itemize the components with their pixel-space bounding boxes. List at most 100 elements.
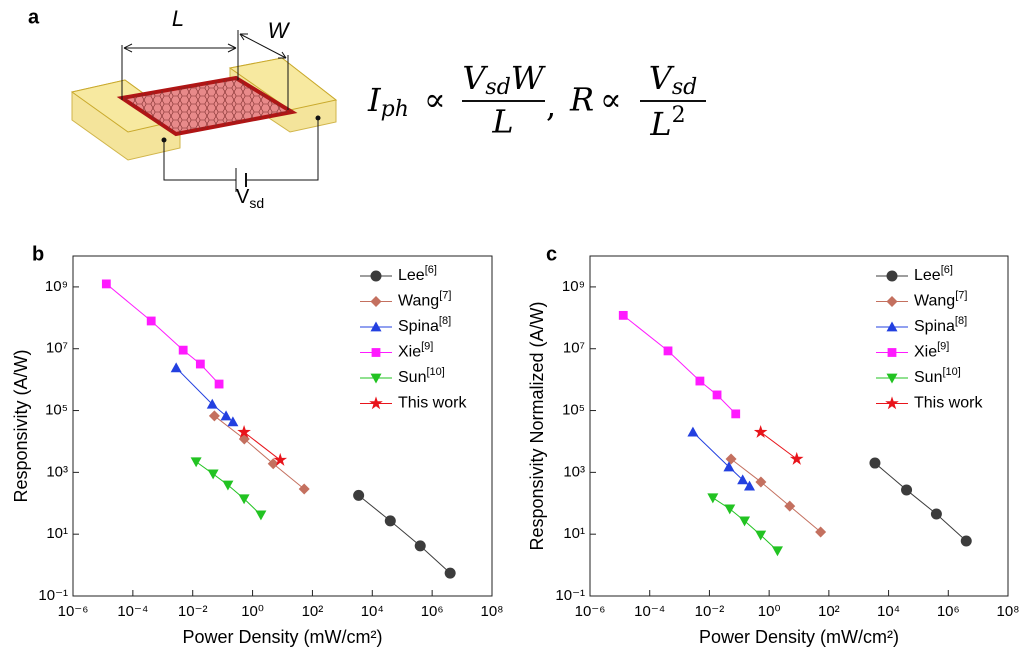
bias-symbol: V xyxy=(236,186,250,208)
data-point xyxy=(255,510,267,521)
series-line xyxy=(730,458,821,533)
eq-symbol: W xyxy=(511,59,547,97)
data-point xyxy=(725,453,737,465)
device-drawing xyxy=(70,30,338,192)
y-tick-label: 10¹ xyxy=(46,525,68,542)
legend-label: Wang[7] xyxy=(398,289,451,309)
length-label: L xyxy=(172,6,184,31)
data-point xyxy=(815,526,827,538)
legend-name: Sun xyxy=(914,369,942,386)
eq-subscript: sd xyxy=(672,75,697,100)
x-tick-label: 10⁴ xyxy=(877,603,900,620)
plot-frame xyxy=(589,255,1009,597)
legend-marker xyxy=(369,396,383,410)
legend-marker xyxy=(886,321,898,332)
eq-prop: ∝ xyxy=(600,81,622,119)
equation: Iph ∝ VsdW L , R ∝ Vsd L2 xyxy=(367,59,706,143)
legend-marker xyxy=(886,270,898,282)
data-point xyxy=(707,493,719,504)
eq-subscript: sd xyxy=(485,75,510,100)
legend-marker xyxy=(887,348,897,357)
panel-label: a xyxy=(28,6,40,28)
bias-label: Vsd xyxy=(236,186,264,210)
y-tick-label: 10⁵ xyxy=(562,402,585,419)
legend-name: Lee xyxy=(398,267,425,284)
legend-name: This work xyxy=(398,395,467,412)
legend-label: This work xyxy=(914,395,983,412)
bias-subscript: sd xyxy=(249,195,264,211)
eq-symbol: I xyxy=(367,81,382,119)
data-point xyxy=(238,494,250,505)
legend-ref: [7] xyxy=(955,289,967,301)
eq-symbol: V xyxy=(462,59,488,97)
data-point xyxy=(869,457,881,469)
legend-ref: [10] xyxy=(942,366,960,378)
x-tick-label: 10⁸ xyxy=(996,603,1019,620)
data-point xyxy=(267,458,279,470)
legend-name: Spina xyxy=(914,318,955,335)
data-point xyxy=(618,310,628,320)
y-axis-label: Responsivity Normalized (A/W) xyxy=(527,301,547,550)
legend-ref: [6] xyxy=(425,264,437,276)
x-tick-label: 10⁰ xyxy=(241,603,264,620)
legend-marker xyxy=(370,321,382,332)
data-point xyxy=(687,426,699,437)
legend-name: Lee xyxy=(914,267,941,284)
legend-label: Spina[8] xyxy=(398,315,451,335)
data-point xyxy=(207,469,219,480)
legend-label: Xie[9] xyxy=(398,340,433,360)
x-tick-label: 10⁻² xyxy=(178,603,208,620)
x-tick-label: 10⁴ xyxy=(361,603,384,620)
data-point xyxy=(753,425,768,438)
panel-label: c xyxy=(546,243,557,265)
legend-name: Xie xyxy=(914,344,937,361)
legend-marker xyxy=(370,270,382,282)
data-point xyxy=(414,540,426,552)
data-point xyxy=(227,416,239,427)
series-line xyxy=(106,283,220,385)
legend-label: Sun[10] xyxy=(398,366,445,386)
data-point xyxy=(101,279,111,289)
x-tick-label: 10² xyxy=(818,603,840,620)
data-point xyxy=(712,390,722,400)
y-tick-label: 10⁷ xyxy=(563,340,585,357)
y-axis-label: Responsivity (A/W) xyxy=(11,349,31,502)
eq-subscript: ph xyxy=(381,97,409,122)
chart: b 10⁻⁶ 10⁻⁴ 10⁻² 10⁰ 10² 10⁴ 10⁶ 10⁸ 10⁻¹ 10¹ 10³ 10… xyxy=(11,243,504,646)
data-point xyxy=(146,316,156,326)
data-point xyxy=(960,535,972,547)
x-axis-label: Power Density (mW/cm²) xyxy=(182,627,382,647)
data-point xyxy=(731,409,741,419)
legend-name: Wang xyxy=(914,293,955,310)
series-line xyxy=(243,431,281,461)
data-point xyxy=(170,362,182,373)
legend-ref: [9] xyxy=(937,340,949,352)
eq-prop: ∝ xyxy=(424,81,446,119)
y-tick-label: 10⁻¹ xyxy=(38,587,68,604)
legend-label: This work xyxy=(398,395,467,412)
legend: Lee[6] Wang[7] Spina[8] Xie[9] Sun[10] This w… xyxy=(876,264,983,412)
x-tick-label: 10⁶ xyxy=(421,603,444,620)
eq-sep: , xyxy=(546,87,556,125)
data-point xyxy=(755,530,767,541)
series-line xyxy=(358,494,451,574)
data-point xyxy=(723,461,735,472)
data-point xyxy=(178,345,188,355)
data-point xyxy=(744,480,756,491)
panel-label: b xyxy=(32,243,44,265)
data-point xyxy=(755,476,767,488)
legend-name: Spina xyxy=(398,318,439,335)
data-point xyxy=(444,567,456,579)
data-point xyxy=(695,376,705,386)
data-point xyxy=(384,515,396,527)
legend-label: Lee[6] xyxy=(914,264,953,284)
eq-den1: L xyxy=(491,103,513,141)
legend-marker xyxy=(886,373,898,384)
chart: c 10⁻⁶ 10⁻⁴ 10⁻² 10⁰ 10² 10⁴ 10⁶ 10⁸ 10⁻¹ 10¹ 10³ 10… xyxy=(527,243,1020,646)
x-tick-label: 10⁻⁴ xyxy=(117,603,148,620)
data-point xyxy=(298,483,310,495)
eq-num1: VsdW xyxy=(462,59,546,101)
legend-label: Spina[8] xyxy=(914,315,967,335)
eq-superscript: 2 xyxy=(672,103,686,128)
